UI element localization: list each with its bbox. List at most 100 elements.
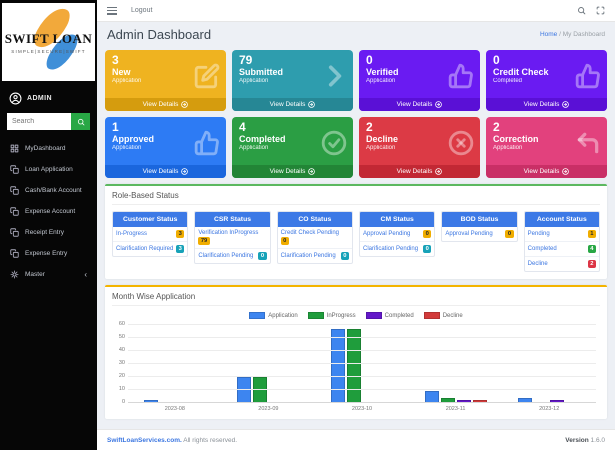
status-row: Clarification Pending 0: [360, 242, 434, 256]
stat-card-body: 3 New Application: [105, 50, 226, 88]
status-row-label[interactable]: Approval Pending: [363, 231, 411, 237]
stat-card-submitted[interactable]: 79 Submitted Application View Details: [232, 50, 353, 111]
view-details-label: View Details: [269, 168, 306, 175]
bar-application-2023-08[interactable]: [143, 400, 158, 403]
sidebar-item-mydashboard[interactable]: MyDashboard: [0, 138, 97, 159]
bar-inprogress-2023-09[interactable]: [253, 377, 268, 403]
status-row-label[interactable]: Verification InProgress: [198, 230, 259, 236]
status-row-label[interactable]: Clarification Required: [116, 246, 174, 252]
status-count-badge: 0: [258, 252, 267, 260]
status-row-label[interactable]: In-Progress: [116, 231, 148, 237]
legend-item-application[interactable]: Application: [249, 312, 298, 319]
sidebar-item-expense-account[interactable]: Expense Account: [0, 201, 97, 222]
bar-application-2023-12[interactable]: [518, 397, 533, 403]
status-col-header[interactable]: Account Status: [524, 212, 599, 227]
view-details-link[interactable]: View Details: [486, 98, 607, 111]
status-col-header[interactable]: CSR Status: [195, 212, 270, 227]
stat-card-count: 4: [239, 120, 246, 134]
stat-card-approved[interactable]: 1 Approved Application View Details: [105, 117, 226, 178]
bar-application-2023-10[interactable]: [330, 328, 345, 403]
stat-card-verified[interactable]: 0 Verified Application View Details: [359, 50, 480, 111]
sidebar-item-cash-bank-account[interactable]: Cash/Bank Account: [0, 180, 97, 201]
status-count-badge: 0: [423, 230, 432, 238]
status-row: Pending 1: [524, 227, 599, 242]
stat-card-subtitle: Application: [239, 78, 269, 84]
sidebar-item-receipt-entry[interactable]: Receipt Entry: [0, 222, 97, 243]
legend-label: Decline: [442, 312, 463, 319]
view-details-link[interactable]: View Details: [359, 98, 480, 111]
sidebar-item-label: Master: [25, 271, 45, 278]
bar-decline-2023-11[interactable]: [472, 400, 487, 403]
arrow-right-circle-icon: [435, 168, 443, 175]
legend-swatch: [365, 312, 382, 319]
status-row: Decline 2: [525, 257, 599, 271]
status-row-label[interactable]: Approval Pending: [445, 231, 493, 237]
legend-item-completed[interactable]: Completed: [365, 312, 414, 319]
status-row-label[interactable]: Pending: [527, 231, 550, 237]
bar-group-2023-11: [409, 325, 503, 403]
status-col-bod-status: BOD Status Approval Pending 0: [441, 211, 518, 242]
stat-card-completed[interactable]: 4 Completed Application View Details: [232, 117, 353, 178]
view-details-link[interactable]: View Details: [105, 165, 226, 178]
stat-card-decline[interactable]: 2 Decline Application View Details: [359, 117, 480, 178]
sidebar-item-label: Cash/Bank Account: [25, 187, 82, 194]
footer-brand-link[interactable]: SwiftLoanServices.com.: [107, 436, 182, 444]
legend-item-decline[interactable]: Decline: [423, 312, 463, 319]
status-row-label[interactable]: Decline: [527, 261, 548, 267]
gridline-y50: 50: [119, 334, 596, 340]
bar-completed-2023-12[interactable]: [550, 400, 565, 403]
search-input[interactable]: [7, 113, 71, 130]
x-circle-icon: [448, 130, 474, 156]
x-axis-label: 2023-08: [164, 406, 185, 412]
hamburger-icon[interactable]: [107, 6, 117, 15]
breadcrumb-home[interactable]: Home: [539, 31, 558, 38]
file-icon: [10, 186, 19, 195]
bar-application-2023-09[interactable]: [237, 377, 252, 403]
status-count-badge: 0: [423, 245, 432, 253]
bar-inprogress-2023-10[interactable]: [346, 328, 361, 403]
arrow-right-circle-icon: [181, 101, 189, 108]
gridline-y0: 0: [122, 399, 596, 405]
view-details-label: View Details: [523, 101, 560, 108]
gear-icon: [10, 270, 19, 279]
status-row-label[interactable]: Completed: [527, 246, 557, 252]
search-button[interactable]: [71, 113, 90, 130]
status-col-header[interactable]: Customer Status: [113, 212, 188, 227]
status-col-header[interactable]: CM Status: [360, 212, 435, 227]
status-col-header[interactable]: BOD Status: [442, 212, 517, 227]
view-details-link[interactable]: View Details: [232, 165, 353, 178]
sidebar-item-master[interactable]: Master ‹: [0, 264, 97, 285]
status-row: Approval Pending 0: [360, 227, 435, 242]
sidebar-item-label: Receipt Entry: [25, 229, 65, 236]
y-axis-tick-label: 20: [118, 373, 125, 379]
status-row-label[interactable]: Clarification Pending: [363, 246, 419, 252]
legend-item-inprogress[interactable]: InProgress: [307, 312, 356, 319]
sidebar-item-expense-entry[interactable]: Expense Entry: [0, 243, 97, 264]
bar-application-2023-11[interactable]: [424, 391, 439, 403]
view-details-link[interactable]: View Details: [232, 98, 353, 111]
arrow-right-circle-icon: [562, 168, 570, 175]
logout-link[interactable]: Logout: [131, 7, 153, 14]
bar-completed-2023-11[interactable]: [456, 400, 471, 403]
bar-inprogress-2023-11[interactable]: [440, 397, 455, 403]
fullscreen-icon[interactable]: [596, 6, 605, 15]
view-details-link[interactable]: View Details: [486, 165, 607, 178]
view-details-link[interactable]: View Details: [105, 98, 226, 111]
stat-card-correction[interactable]: 2 Correction Application View Details: [486, 117, 607, 178]
status-row-label[interactable]: Credit Check Pending: [280, 230, 340, 236]
sidebar-user[interactable]: ADMIN: [0, 83, 97, 112]
topbar-search-icon[interactable]: [577, 6, 586, 15]
status-row-label[interactable]: Clarification Pending: [280, 253, 336, 259]
sidebar-item-loan-application[interactable]: Loan Application: [0, 159, 97, 180]
view-details-link[interactable]: View Details: [359, 165, 480, 178]
chart-legend: Application InProgress Completed Decline: [112, 312, 600, 319]
stat-card-new[interactable]: 3 New Application View Details: [105, 50, 226, 111]
stat-card-credit-check[interactable]: 0 Credit Check Completed View Details: [486, 50, 607, 111]
stat-card-body: 0 Verified Application: [359, 50, 480, 88]
status-row-label[interactable]: Clarification Pending: [198, 253, 254, 259]
status-col-header[interactable]: CO Status: [277, 212, 352, 227]
view-details-label: View Details: [396, 168, 433, 175]
stat-card-title: Credit Check: [493, 67, 549, 77]
status-col-csr-status: CSR Status Verification InProgress 79 Clari…: [194, 211, 271, 264]
